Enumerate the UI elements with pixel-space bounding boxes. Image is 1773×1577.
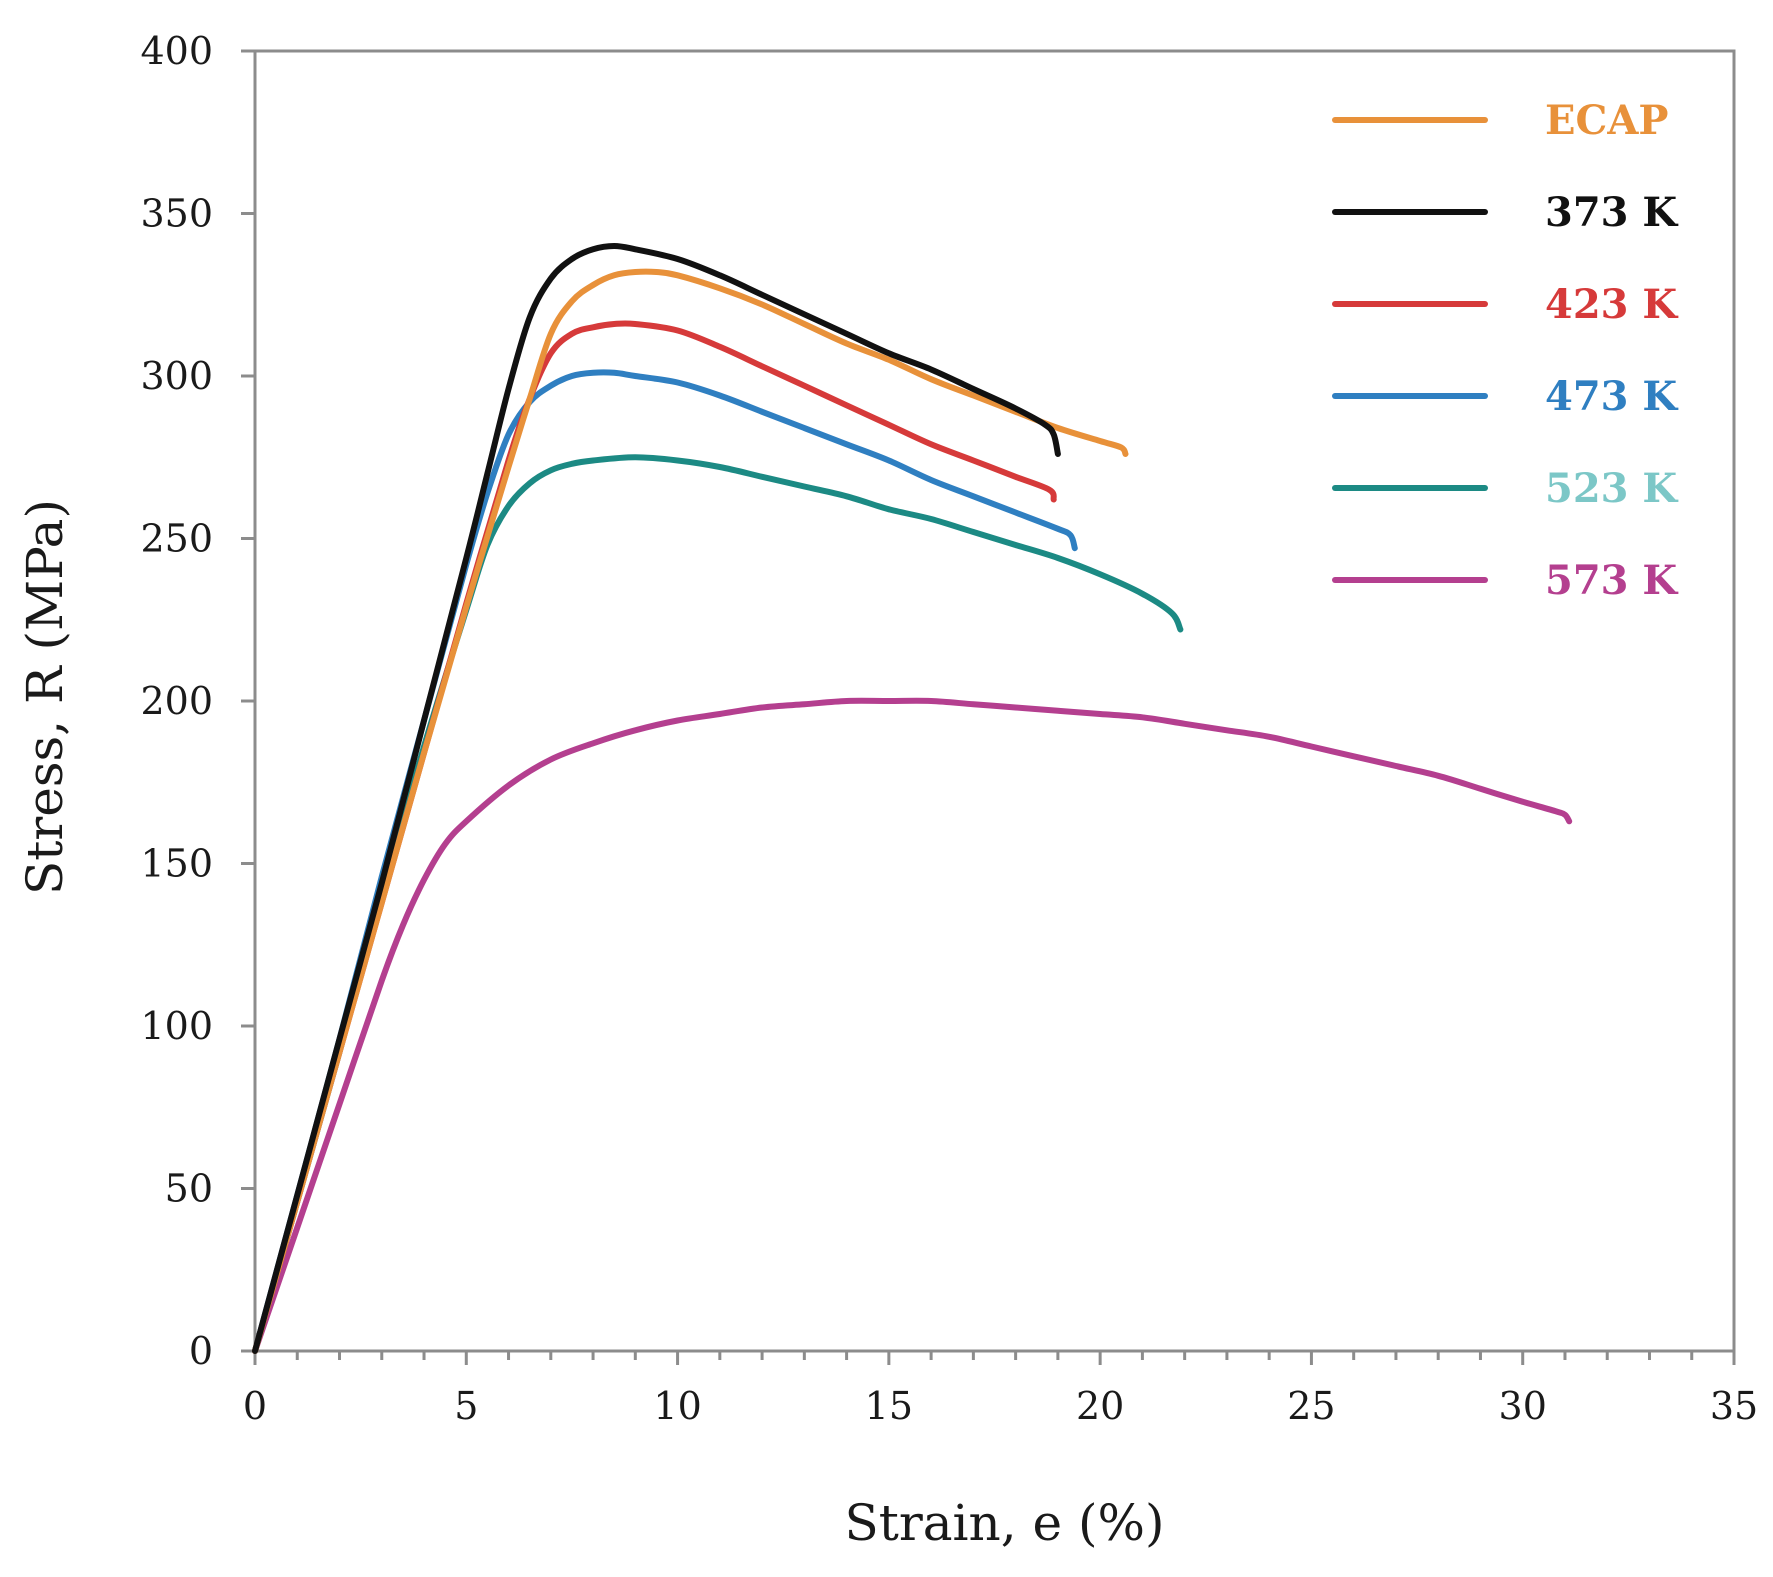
x-axis-title: Strain, e (%)	[844, 1494, 1164, 1552]
x-tick-label: 20	[1076, 1384, 1124, 1428]
x-tick-label: 25	[1287, 1384, 1335, 1428]
series-line-ecap	[252, 268, 1129, 1354]
x-axis-ticks: 0 5 10 15 20 25 30 35	[243, 1351, 1758, 1428]
y-tick-label: 150	[140, 842, 213, 886]
y-tick-label: 0	[189, 1329, 213, 1373]
y-tick-label: 300	[140, 354, 213, 398]
y-tick-label: 50	[165, 1167, 213, 1211]
legend-label-423-k: 423 K	[1545, 281, 1678, 328]
series-line-423-k	[252, 320, 1057, 1354]
x-tick-label: 35	[1710, 1384, 1758, 1428]
legend-label-523-k: 523 K	[1545, 465, 1678, 512]
legend-label-ecap: ECAP	[1545, 97, 1668, 144]
x-tick-label: 0	[243, 1384, 267, 1428]
plot-frame	[253, 49, 1736, 1353]
legend: ECAP 373 K 423 K 473 K 523 K 573 K	[1332, 97, 1678, 604]
y-tick-label: 400	[140, 29, 213, 73]
y-tick-label: 100	[140, 1004, 213, 1048]
series-line-373-k	[252, 243, 1061, 1354]
y-axis-title: Stress, R (MPa)	[16, 499, 74, 895]
x-tick-label: 10	[653, 1384, 701, 1428]
y-tick-label: 350	[140, 192, 213, 236]
x-tick-label: 30	[1499, 1384, 1547, 1428]
legend-label-573-k: 573 K	[1545, 557, 1678, 604]
y-tick-label: 200	[140, 679, 213, 723]
series-line-573-k	[252, 697, 1573, 1354]
x-tick-label: 15	[865, 1384, 913, 1428]
legend-label-473-k: 473 K	[1545, 373, 1678, 420]
x-tick-label: 5	[454, 1384, 478, 1428]
series-line-523-k	[252, 454, 1184, 1354]
plot-area-border	[253, 49, 1736, 1353]
legend-label-373-k: 373 K	[1545, 189, 1678, 236]
series-line-473-k	[252, 369, 1078, 1354]
y-tick-label: 250	[140, 517, 213, 561]
y-axis-ticks: 0 50 100 150 200 250 300 350 400	[140, 29, 255, 1373]
series-lines	[252, 243, 1573, 1354]
